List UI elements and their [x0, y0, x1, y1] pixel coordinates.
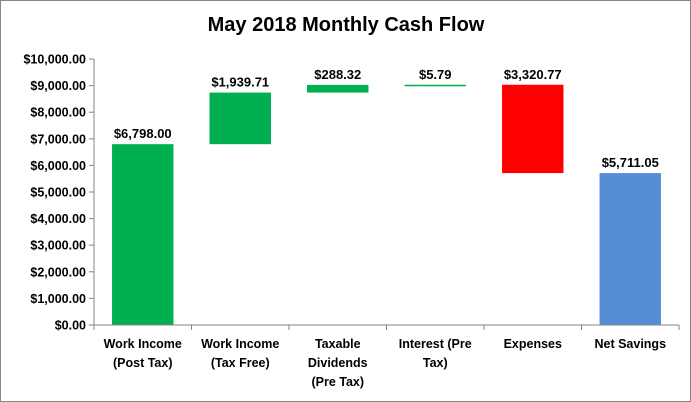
bar	[307, 84, 369, 93]
x-tick-label: Taxable Dividends (Pre Tax)	[308, 337, 368, 389]
y-axis: $0.00 $1,000.00 $2,000.00 $3,000.00 $4,000.0…	[23, 53, 95, 333]
bar	[599, 173, 661, 325]
bar	[404, 84, 466, 87]
x-tick-label: Interest (Pre Tax)	[399, 337, 472, 370]
y-tick-label: $9,000.00	[30, 79, 86, 93]
bar	[502, 84, 564, 174]
x-tick-label: Work Income (Post Tax)	[104, 337, 182, 370]
bar	[209, 92, 271, 145]
y-tick-label: $2,000.00	[30, 265, 86, 279]
x-axis: Work Income (Post Tax) Work Income (Tax Fre…	[93, 324, 680, 389]
y-tick-label: $5,000.00	[30, 186, 86, 200]
data-label: $1,939.71	[211, 75, 269, 90]
x-tick-label: Work Income (Tax Free)	[201, 337, 279, 370]
chart-title: May 2018 Monthly Cash Flow	[208, 14, 485, 36]
y-tick-label: $3,000.00	[30, 239, 86, 253]
bars-layer	[112, 84, 661, 325]
y-tick-label: $8,000.00	[30, 106, 86, 120]
bar	[112, 144, 174, 325]
data-label: $288.32	[314, 67, 361, 82]
y-tick-label: $10,000.00	[23, 53, 86, 67]
y-tick-label: $7,000.00	[30, 132, 86, 146]
data-label: $5.79	[419, 67, 452, 82]
data-label: $6,798.00	[114, 126, 172, 141]
data-labels-layer: $6,798.00 $1,939.71 $288.32 $5.79 $3,320.77 $…	[114, 67, 659, 170]
data-label: $5,711.05	[602, 155, 659, 170]
y-tick-label: $6,000.00	[30, 159, 86, 173]
y-tick-label: $0.00	[55, 319, 86, 333]
data-label: $3,320.77	[504, 67, 562, 82]
y-tick-label: $1,000.00	[30, 292, 86, 306]
y-tick-label: $4,000.00	[30, 212, 86, 226]
x-tick-label: Expenses	[504, 337, 562, 351]
x-tick-label: Net Savings	[594, 337, 666, 351]
